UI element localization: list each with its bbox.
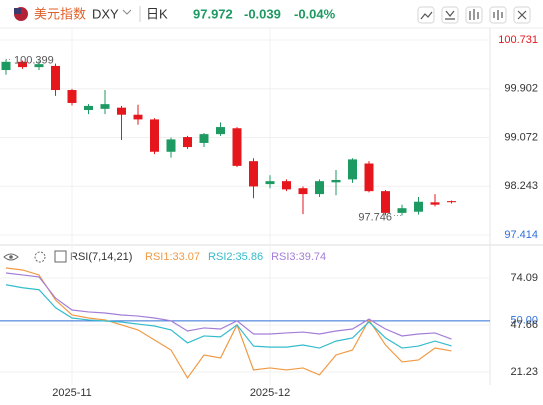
- candle-body: [348, 159, 357, 180]
- candle-body: [447, 201, 456, 203]
- x-tick-label: 2025-12: [250, 387, 290, 399]
- candle-body: [397, 208, 407, 213]
- settings-icon[interactable]: [34, 251, 46, 263]
- candle-body: [183, 137, 192, 148]
- candle-body: [381, 191, 390, 213]
- candle-body: [1, 61, 11, 71]
- rsi-line: [5, 267, 452, 380]
- y-tick-label: 98.243: [504, 180, 538, 192]
- candle-body: [51, 65, 60, 91]
- candle-body: [414, 201, 423, 212]
- tool-button[interactable]: [417, 6, 435, 24]
- eye-icon[interactable]: [3, 253, 19, 261]
- rsi-header: RSI(7,14,21): [3, 250, 132, 263]
- y-tick-label: 50.00: [510, 315, 538, 327]
- y-tick-label: 97.414: [504, 229, 538, 241]
- y-tick-label: 21.23: [510, 366, 538, 378]
- y-tick-label: 99.072: [504, 131, 538, 143]
- candle-body: [331, 179, 341, 183]
- tool-button[interactable]: [465, 6, 483, 24]
- y-tick-label: 74.09: [510, 272, 538, 284]
- candle-body: [282, 181, 291, 190]
- candle-body: [216, 127, 225, 135]
- last-price: 97.972: [193, 6, 233, 21]
- candle-body: [364, 163, 374, 192]
- candle-body: [249, 161, 258, 187]
- tool-icon: [445, 10, 455, 20]
- y-tick-label: 47.66: [510, 319, 538, 331]
- tool-icon: [493, 10, 503, 20]
- tool-icon: [517, 10, 527, 20]
- tool-icon: [420, 11, 433, 20]
- candle-body: [199, 134, 209, 143]
- y-tick-label: 100.731: [498, 34, 538, 46]
- change: -0.039: [244, 6, 281, 21]
- candle-body: [315, 181, 324, 195]
- index-name: 美元指数: [34, 6, 86, 21]
- candle-body: [150, 119, 159, 152]
- symbol[interactable]: DXY: [92, 6, 119, 21]
- tool-button[interactable]: [441, 6, 459, 24]
- rsi-line: [5, 272, 452, 340]
- candle-body: [18, 61, 27, 68]
- period[interactable]: 日K: [146, 6, 168, 21]
- candle-body: [34, 64, 44, 68]
- tool-icon: [469, 9, 479, 20]
- eye-pupil: [9, 255, 13, 259]
- candle-body: [298, 188, 308, 195]
- candle-body: [67, 90, 77, 103]
- legend-entry: RSI1:33.07: [145, 251, 200, 263]
- legend-entry: RSI2:35.86: [208, 251, 263, 263]
- flag-canton: [14, 8, 21, 14]
- candle-body: [100, 104, 110, 109]
- tool-button[interactable]: [489, 6, 507, 24]
- candle-body: [133, 114, 143, 120]
- change-percent: -0.04%: [294, 6, 336, 21]
- x-tick-label: 2025-11: [52, 387, 92, 399]
- candle-body: [117, 107, 126, 115]
- toggle-icon[interactable]: [54, 250, 67, 263]
- dropdown-caret: [122, 9, 132, 15]
- candle-body: [265, 181, 275, 185]
- tool-button[interactable]: [513, 6, 531, 24]
- rsi-line: [5, 284, 452, 349]
- rsi-title: RSI(7,14,21): [70, 251, 132, 263]
- y-tick-label: 99.902: [504, 83, 538, 95]
- candle-body: [232, 128, 242, 166]
- candle-body: [84, 105, 93, 111]
- legend-entry: RSI3:39.74: [271, 251, 326, 263]
- min-annotation: 97.746: [358, 211, 392, 223]
- max-annotation: 100.399: [14, 54, 54, 66]
- candle-body: [166, 139, 176, 152]
- header: 美元指数 DXY 日K 97.972 -0.039 -0.04%: [14, 6, 531, 24]
- candle-body: [430, 202, 440, 205]
